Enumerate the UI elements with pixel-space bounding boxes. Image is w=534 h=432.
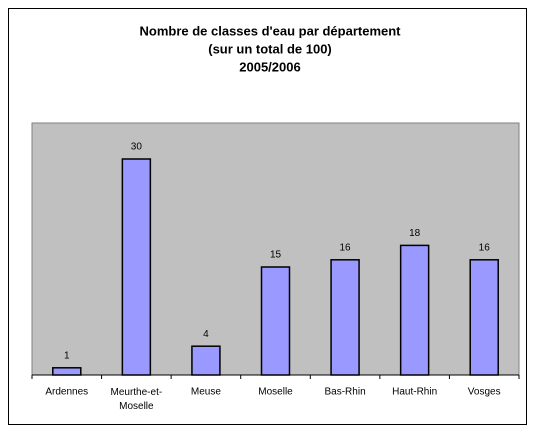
chart-subtitle: 2005/2006 [239, 59, 300, 74]
value-label: 15 [270, 250, 282, 261]
value-label: 4 [203, 329, 209, 340]
x-tick-label: Ardennes [45, 387, 88, 398]
value-label: 30 [131, 142, 143, 153]
bar [121, 158, 152, 376]
bar [399, 244, 430, 376]
x-tick-label: Meuse [191, 387, 221, 398]
chart-subtitle: (sur un total de 100) [208, 41, 332, 56]
value-label: 16 [340, 242, 352, 253]
x-tick-label: Meurthe-et-Moselle [111, 387, 163, 412]
bar [330, 259, 360, 376]
x-tick-label: Haut-Rhin [392, 387, 437, 398]
value-label: 18 [409, 228, 421, 239]
x-tick-label: Moselle [258, 387, 293, 398]
bar [52, 367, 82, 376]
bar [191, 345, 221, 376]
bar [469, 259, 499, 376]
x-tick-label: Bas-Rhin [325, 387, 366, 398]
bar [260, 266, 291, 376]
value-label: 1 [64, 350, 70, 361]
value-label: 16 [479, 242, 491, 253]
chart-title: Nombre de classes d'eau par département [139, 23, 401, 38]
x-tick-label: Vosges [468, 387, 501, 398]
